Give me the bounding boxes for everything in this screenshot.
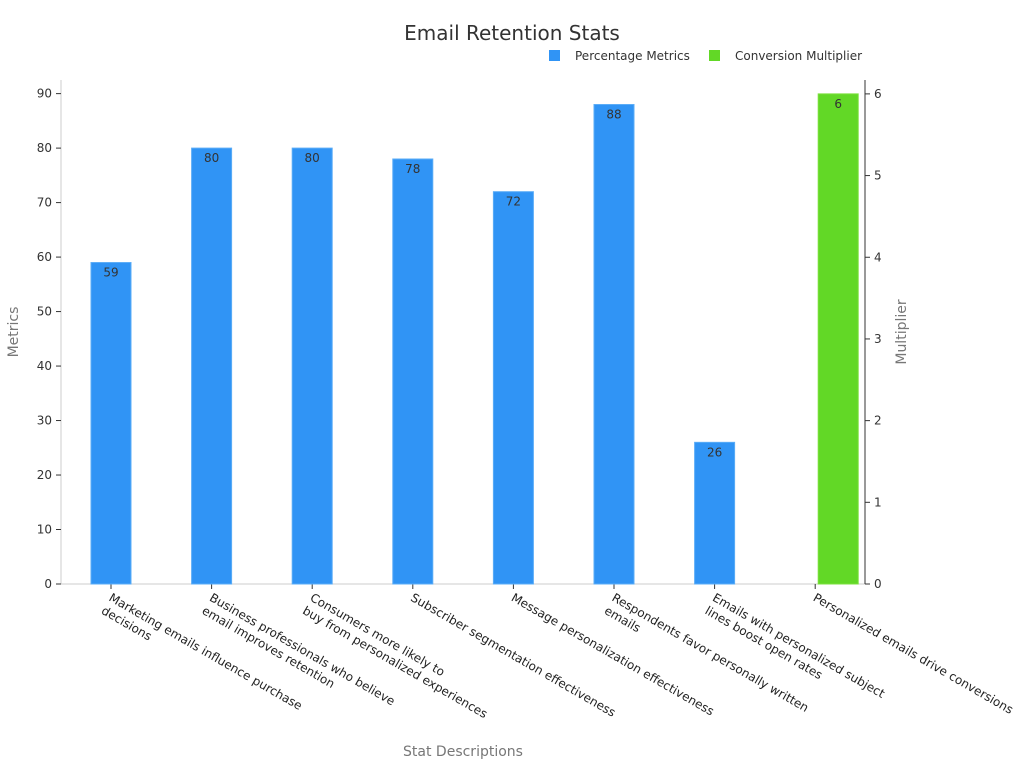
y-tick-label: 20: [37, 468, 52, 482]
y-tick-label: 0: [44, 577, 52, 591]
bar: [817, 93, 859, 585]
y2-tick-label: 0: [874, 577, 882, 591]
bars: [90, 93, 859, 585]
y2-tick-label: 6: [874, 87, 882, 101]
x-tick-label-line: Subscriber segmentation effectiveness: [408, 590, 618, 719]
legend-swatch: [549, 50, 560, 61]
y-tick-label: 80: [37, 141, 52, 155]
y2-tick-label: 5: [874, 169, 882, 183]
x-tick-label-line: Personalized emails drive conversions: [811, 590, 1016, 716]
legend-swatch: [709, 50, 720, 61]
data-label: 80: [204, 151, 219, 165]
y-tick-label: 50: [37, 305, 52, 319]
data-labels: 59 80 80 78 72 88 26 6: [103, 97, 842, 459]
legend-label: Conversion Multiplier: [735, 49, 862, 63]
x-tick-label: Subscriber segmentation effectiveness: [408, 590, 618, 719]
bar: [291, 147, 333, 585]
bar: [593, 104, 635, 585]
data-label: 59: [103, 266, 118, 280]
data-label: 26: [707, 445, 722, 459]
legend: Percentage Metrics Conversion Multiplier: [549, 49, 862, 63]
y2-tick-label: 1: [874, 495, 882, 509]
data-label: 88: [606, 108, 621, 122]
y2-tick-label: 3: [874, 332, 882, 346]
y2-tick-label: 2: [874, 414, 882, 428]
x-tick-label: Personalized emails drive conversions: [811, 590, 1016, 716]
y-tick-label: 60: [37, 250, 52, 264]
y-axis-title: Metrics: [6, 307, 22, 358]
chart-title: Email Retention Stats: [404, 21, 620, 45]
bar: [392, 158, 434, 585]
bar: [191, 147, 233, 585]
y-tick-label: 30: [37, 414, 52, 428]
legend-label: Percentage Metrics: [575, 49, 690, 63]
bar: [694, 441, 736, 585]
data-label: 78: [405, 162, 420, 176]
y-tick-label: 40: [37, 359, 52, 373]
y2-axis-title: Multiplier: [894, 299, 910, 365]
bar: [90, 262, 132, 585]
bar: [492, 191, 534, 585]
data-label: 6: [834, 97, 842, 111]
legend-item: Conversion Multiplier: [709, 49, 862, 63]
x-tick-label-line: Emails with personalized subject: [710, 590, 887, 700]
x-axis-title: Stat Descriptions: [403, 744, 523, 760]
data-label: 80: [305, 151, 320, 165]
y-tick-label: 70: [37, 196, 52, 210]
y-tick-label: 10: [37, 523, 52, 537]
data-label: 72: [506, 195, 521, 209]
legend-item: Percentage Metrics: [549, 49, 690, 63]
y-tick-label: 90: [37, 87, 52, 101]
y2-tick-label: 4: [874, 250, 882, 264]
